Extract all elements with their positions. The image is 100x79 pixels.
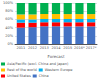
svg-text:Rest of the world: Rest of the world: [7, 68, 37, 72]
svg-text:60%: 60%: [5, 17, 13, 21]
svg-text:2015: 2015: [63, 46, 72, 50]
svg-text:United States: United States: [7, 74, 31, 78]
svg-text:2017*: 2017*: [86, 46, 97, 50]
svg-text:2014: 2014: [52, 46, 62, 50]
svg-text:2011: 2011: [16, 46, 25, 50]
svg-text:2012: 2012: [28, 46, 37, 50]
svg-text:China: China: [39, 74, 49, 78]
svg-text:Asia/Pacific (excl. China and: Asia/Pacific (excl. China and Japan): [7, 62, 69, 66]
svg-text:0%: 0%: [7, 42, 13, 46]
svg-text:20%: 20%: [5, 34, 13, 38]
svg-text:Forecast: Forecast: [48, 54, 65, 59]
svg-text:40%: 40%: [5, 26, 13, 30]
svg-text:100%: 100%: [3, 1, 14, 5]
svg-text:Western Europe: Western Europe: [45, 68, 73, 72]
svg-text:80%: 80%: [5, 9, 13, 13]
svg-text:2016*: 2016*: [74, 46, 85, 50]
svg-text:2013: 2013: [40, 46, 49, 50]
